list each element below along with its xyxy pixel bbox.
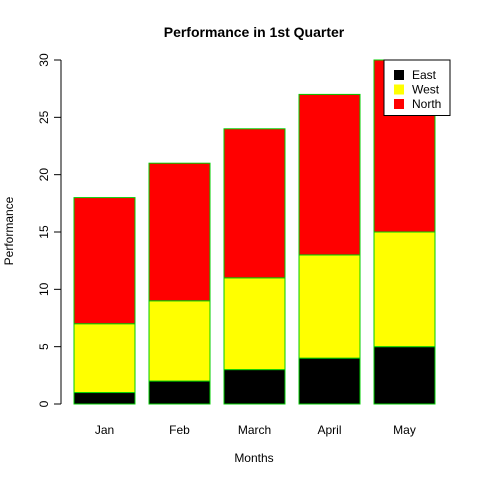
bar-east-jan [73,392,136,405]
x-tick-label: Jan [95,423,114,437]
legend-label-north: North [412,97,441,111]
bar-north-april [298,93,361,256]
x-tick-label: April [317,423,341,437]
y-tick-label: 25 [37,110,51,124]
bar-west-feb [148,300,211,382]
x-tick-label: March [238,423,271,437]
bar-west-march [223,277,286,371]
legend-swatch-west [394,84,404,95]
x-axis-labels: Jan Feb March April May [95,423,416,437]
y-axis: 0 5 10 15 20 25 30 [37,53,62,407]
y-axis-label: Performance [2,196,16,265]
y-tick-label: 30 [37,53,51,67]
bars-layer [73,59,436,405]
bar-north-march [223,128,286,279]
chart-title: Performance in 1st Quarter [164,24,345,40]
bar-east-april [298,357,361,405]
legend-swatch-east [394,70,404,80]
legend-swatch-north [394,99,404,109]
bar-west-may [373,231,436,348]
x-axis-label: Months [234,451,273,465]
x-tick-label: Feb [169,423,190,437]
legend-label-east: East [412,68,437,82]
bar-west-april [298,254,361,359]
bar-east-feb [148,380,211,405]
y-tick-label: 10 [37,282,51,296]
y-tick-label: 5 [37,343,51,350]
legend-label-west: West [412,83,440,97]
x-tick-label: May [393,423,416,437]
y-tick-label: 15 [37,225,51,239]
bar-north-feb [148,162,211,302]
bar-west-jan [73,323,136,394]
bar-north-jan [73,197,136,325]
y-tick-label: 0 [37,400,51,407]
y-tick-label: 20 [37,168,51,182]
bar-east-may [373,346,436,405]
bar-east-march [223,369,286,405]
